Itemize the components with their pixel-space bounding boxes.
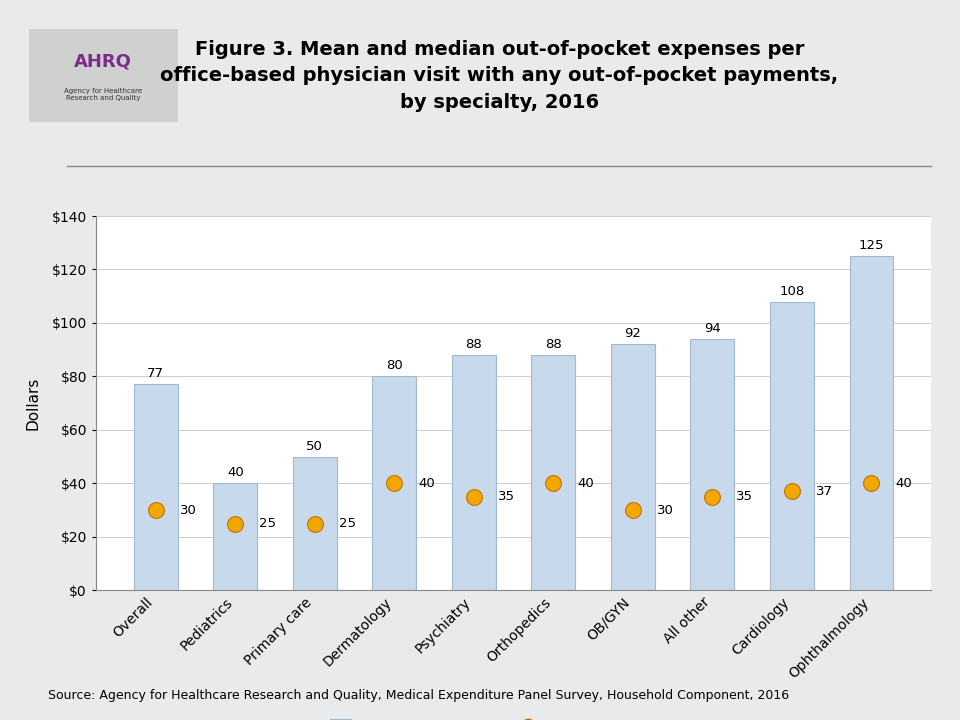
Text: 88: 88 <box>466 338 482 351</box>
Text: 125: 125 <box>858 239 884 252</box>
Text: 40: 40 <box>577 477 594 490</box>
Text: 35: 35 <box>497 490 515 503</box>
Bar <box>850 256 893 590</box>
Y-axis label: Dollars: Dollars <box>26 377 40 430</box>
Bar <box>372 377 417 590</box>
Text: 80: 80 <box>386 359 402 372</box>
Text: 108: 108 <box>780 284 804 297</box>
Text: Figure 3. Mean and median out-of-pocket expenses per
office-based physician visi: Figure 3. Mean and median out-of-pocket … <box>160 40 838 112</box>
Text: 30: 30 <box>180 504 197 517</box>
Bar <box>770 302 814 590</box>
Text: 35: 35 <box>736 490 754 503</box>
Bar <box>213 483 257 590</box>
Legend: Mean OOP expense, Median OOP expense: Mean OOP expense, Median OOP expense <box>323 712 705 720</box>
Point <box>387 477 402 489</box>
Text: 37: 37 <box>816 485 832 498</box>
Text: Source: Agency for Healthcare Research and Quality, Medical Expenditure Panel Su: Source: Agency for Healthcare Research a… <box>48 689 789 702</box>
Text: 40: 40 <box>419 477 435 490</box>
Text: Agency for Healthcare
Research and Quality: Agency for Healthcare Research and Quali… <box>64 88 142 101</box>
Point <box>228 518 243 529</box>
Text: 25: 25 <box>259 517 276 530</box>
Bar <box>452 355 495 590</box>
Bar <box>134 384 178 590</box>
Point <box>467 491 482 503</box>
Text: AHRQ: AHRQ <box>74 53 132 71</box>
Point <box>864 477 879 489</box>
Text: 92: 92 <box>624 328 641 341</box>
Text: 77: 77 <box>147 367 164 380</box>
Text: 25: 25 <box>339 517 356 530</box>
Text: 50: 50 <box>306 440 324 453</box>
Bar <box>611 344 655 590</box>
Point <box>625 505 640 516</box>
Point <box>307 518 323 529</box>
Point <box>148 505 163 516</box>
Bar <box>293 456 337 590</box>
Point <box>705 491 720 503</box>
Text: 88: 88 <box>545 338 562 351</box>
Point <box>545 477 561 489</box>
Bar <box>532 355 575 590</box>
Point <box>784 486 800 498</box>
Text: 40: 40 <box>227 467 244 480</box>
Text: 94: 94 <box>704 322 721 335</box>
Text: 40: 40 <box>896 477 912 490</box>
Bar <box>690 339 734 590</box>
Text: 30: 30 <box>657 504 674 517</box>
